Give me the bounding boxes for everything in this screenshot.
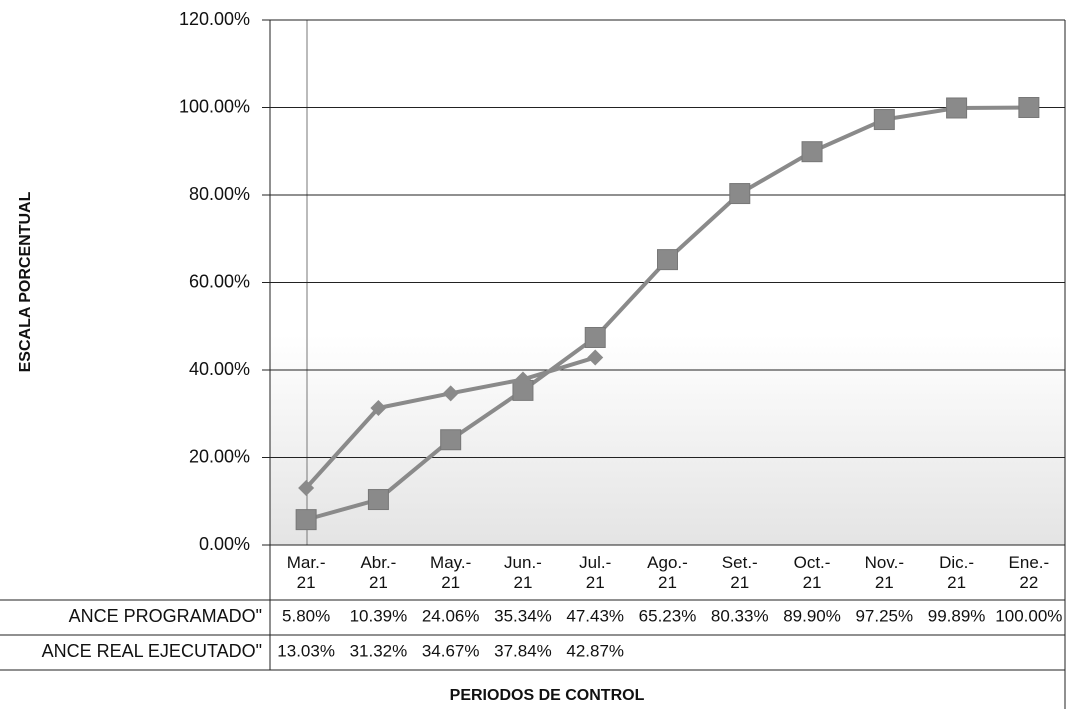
y-tick-label: 100.00% xyxy=(179,96,250,116)
marker xyxy=(587,349,604,366)
x-tick-label: Dic.- 21 xyxy=(939,553,975,592)
data-label: 10.39% xyxy=(350,606,408,625)
data-label: 34.67% xyxy=(422,641,480,660)
data-label: 13.03% xyxy=(277,641,335,660)
marker xyxy=(584,326,606,348)
marker xyxy=(514,371,531,388)
y-tick-label: 60.00% xyxy=(189,271,250,291)
y-tick-label: 120.00% xyxy=(179,9,250,29)
x-tick-label: Mar.- 21 xyxy=(286,553,326,592)
marker xyxy=(298,479,315,496)
legend-label: ANCE REAL EJECUTADO" xyxy=(42,641,262,661)
legend-label: ANCE PROGRAMADO" xyxy=(69,606,262,626)
data-label: 97.25% xyxy=(855,606,913,625)
marker xyxy=(946,97,968,119)
marker xyxy=(729,183,751,205)
x-tick-label: Abr.- 21 xyxy=(360,553,397,592)
x-tick-label: Nov.- 21 xyxy=(864,553,904,592)
data-label: 24.06% xyxy=(422,606,480,625)
x-axis-title: PERIODOS DE CONTROL xyxy=(450,687,645,704)
marker xyxy=(801,141,823,163)
marker xyxy=(295,509,317,531)
marker xyxy=(1018,97,1040,118)
x-tick-label: Ene.- 22 xyxy=(1008,553,1050,592)
x-tick-label: May.- 21 xyxy=(430,553,472,592)
marker xyxy=(442,385,459,402)
data-label: 89.90% xyxy=(783,606,841,625)
data-label: 80.33% xyxy=(711,606,769,625)
data-label: 99.89% xyxy=(928,606,986,625)
y-tick-label: 20.00% xyxy=(189,446,250,466)
y-axis-title: ESCALA PORCENTUAL xyxy=(17,191,34,372)
marker xyxy=(873,109,895,131)
marker xyxy=(370,399,387,416)
y-tick-label: 40.00% xyxy=(189,359,250,379)
marker xyxy=(367,489,389,511)
x-tick-label: Jul.- 21 xyxy=(579,553,612,592)
data-label: 31.32% xyxy=(350,641,408,660)
x-tick-label: Jun.- 21 xyxy=(504,553,542,592)
data-label: 35.34% xyxy=(494,606,552,625)
data-label: 37.84% xyxy=(494,641,552,660)
data-label: 65.23% xyxy=(639,606,697,625)
marker xyxy=(657,249,678,271)
y-tick-label: 0.00% xyxy=(199,534,250,554)
x-tick-label: Ago.- 21 xyxy=(647,553,688,592)
data-label: 5.80% xyxy=(282,606,330,625)
y-tick-label: 80.00% xyxy=(189,184,250,204)
data-label: 47.43% xyxy=(566,606,624,625)
x-tick-label: Oct.- 21 xyxy=(793,553,831,592)
data-label: 100.00% xyxy=(995,606,1062,625)
x-tick-label: Set.- 21 xyxy=(721,553,758,592)
data-label: 42.87% xyxy=(566,641,624,660)
marker xyxy=(440,429,462,451)
